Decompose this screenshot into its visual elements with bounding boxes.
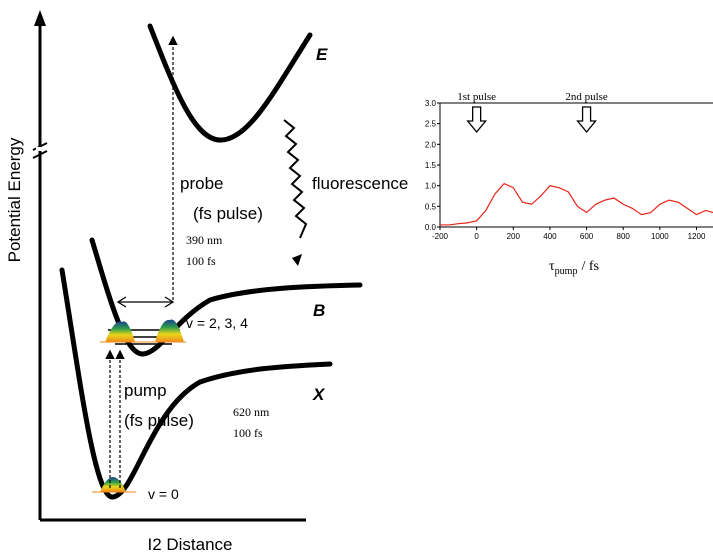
x-axis-label: I2 Distance <box>147 535 232 554</box>
x-tick-label: 400 <box>543 232 557 241</box>
annotation-arrow <box>576 106 597 134</box>
b-levels <box>100 319 186 345</box>
annotation: 1st pulse <box>457 91 496 103</box>
fluorescence-arrowhead <box>292 254 302 266</box>
y-tick-label: 3.0 <box>425 99 437 108</box>
probe-wavelength: 390 nm <box>186 233 223 247</box>
probe-label: probe <box>180 174 223 193</box>
y-tick-label: 2.0 <box>425 140 437 149</box>
x-tick-label: 600 <box>580 232 594 241</box>
fluorescence-arrow <box>283 119 308 239</box>
pump-duration: 100 fs <box>233 426 263 440</box>
state-label: X <box>312 385 326 404</box>
state-label: B <box>313 301 325 320</box>
wave-packet <box>155 319 184 342</box>
x-tick-label: 1200 <box>688 232 706 241</box>
axes <box>32 10 306 522</box>
axis-break-gap <box>36 147 44 151</box>
x-tick-label: 800 <box>617 232 631 241</box>
probe-pulse: (fs pulse) <box>193 204 263 223</box>
x-label-unit: / fs <box>581 259 599 274</box>
level-label: v = 2, 3, 4 <box>186 315 248 331</box>
x-curve <box>59 267 333 500</box>
y-tick-label: 2.5 <box>425 120 437 129</box>
x-tick-label: 1000 <box>651 232 669 241</box>
annotation: 2nd pulse <box>565 91 608 103</box>
chart-x-label: τpump / fs <box>549 259 599 277</box>
y-axis-arrow <box>34 10 46 26</box>
wave-packet <box>100 477 126 492</box>
probe-duration: 100 fs <box>186 254 216 268</box>
pump-pulse: (fs pulse) <box>124 411 194 430</box>
annotation-arrow <box>466 106 488 134</box>
level-label: v = 0 <box>148 486 179 502</box>
fluorescence-label: fluorescence <box>312 174 408 193</box>
state-label: E <box>316 45 328 64</box>
x-label-subscript: pump <box>555 266 578 277</box>
data-line <box>440 182 713 226</box>
x-tick-label: 200 <box>507 232 521 241</box>
e-curve <box>147 23 313 143</box>
double-arrow <box>116 296 175 308</box>
x-tick-label: 0 <box>474 232 479 241</box>
axis-break <box>32 142 48 159</box>
x-label-symbol: τ <box>549 259 555 274</box>
y-tick-label: 1.0 <box>425 182 437 191</box>
pump-wavelength: 620 nm <box>233 405 270 419</box>
x-tick-label: -200 <box>432 232 449 241</box>
inset-chart: 0.0 0.5 1.0 1.5 2.0 2.5 3.0 -200 0 200 400 600 800 10… <box>425 91 713 241</box>
wave-packet <box>105 321 135 342</box>
y-tick-label: 1.5 <box>425 161 437 170</box>
pump-label: pump <box>124 381 167 400</box>
y-tick-label: 0.5 <box>425 202 437 211</box>
y-axis-label: Potential Energy <box>5 137 24 262</box>
y-tick-label: 0.0 <box>425 223 437 232</box>
